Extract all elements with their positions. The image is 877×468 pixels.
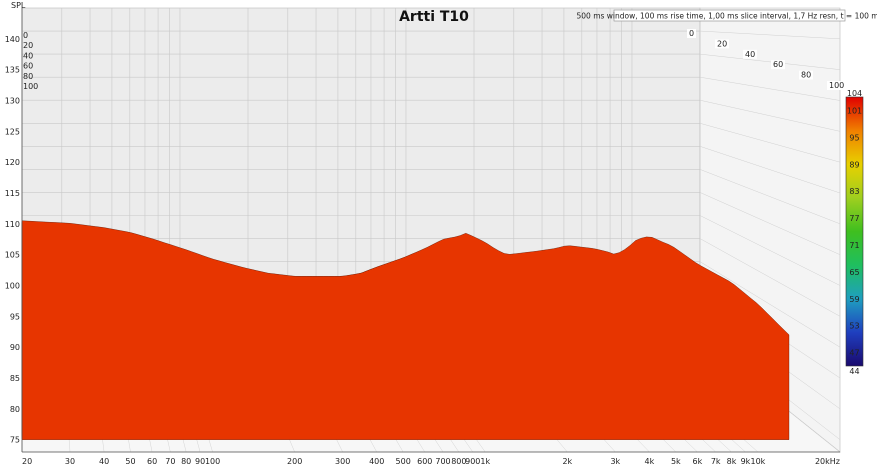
y-tick-label: 90 — [10, 343, 20, 352]
y-tick-label: 140 — [5, 35, 20, 44]
time-tick-box — [799, 70, 813, 80]
y-tick-label: 80 — [10, 405, 20, 414]
x-tick-label: 4k — [645, 457, 655, 466]
time-tick-label-left: 20 — [23, 41, 33, 50]
x-tick-label: 9k — [741, 457, 751, 466]
colorbar-tick-label: 53 — [849, 322, 859, 331]
x-tick-label: 500 — [396, 457, 411, 466]
x-tick-label: 1k — [480, 457, 490, 466]
y-axis-label: SPL — [11, 1, 26, 10]
time-tick-label-left: 80 — [23, 72, 33, 81]
y-tick-label: 95 — [10, 312, 20, 321]
time-tick-label-left: 60 — [23, 62, 33, 71]
x-tick-label: 90 — [195, 457, 205, 466]
colorbar-tick-label: 89 — [849, 160, 859, 169]
colorbar-tick-label: 104 — [847, 89, 862, 98]
x-tick-label: 100 — [205, 457, 220, 466]
y-tick-label: 100 — [5, 282, 20, 291]
time-tick-box — [687, 29, 696, 38]
colorbar-tick-label: 47 — [849, 349, 859, 358]
x-tick-label: 900 — [465, 457, 480, 466]
y-tick-label: 125 — [5, 127, 20, 136]
x-tick-label: 5k — [671, 457, 681, 466]
axes — [21, 8, 840, 453]
x-tick-label: 60 — [147, 457, 157, 466]
time-tick-label: 60 — [773, 60, 783, 69]
tick-labels: 20 30 40 50 60 70 80 90 100 200 300 400 500 600 700 800… — [5, 29, 846, 466]
y-tick-label: 75 — [10, 436, 20, 445]
colorbar-tick-label: 83 — [849, 187, 859, 196]
x-tick-label: 70 — [165, 457, 175, 466]
annotation-box — [613, 9, 846, 22]
x-tick-label: 80 — [181, 457, 191, 466]
time-tick-box — [827, 81, 846, 90]
time-tick-box — [743, 49, 757, 59]
chart-title: Artti T10 — [399, 9, 469, 25]
time-tick-label: 20 — [717, 39, 727, 48]
settings-annotation: 500 ms window, 100 ms rise time, 1,00 ms… — [577, 12, 877, 21]
y-tick-label: 120 — [5, 158, 20, 167]
time-tick-box — [715, 39, 729, 49]
x-tick-label: 3k — [610, 457, 620, 466]
colorbar: 104 101 95 89 83 77 71 65 59 53 47 44 — [845, 89, 864, 376]
x-tick-label: 7k — [711, 457, 721, 466]
time-tick-label: 80 — [801, 71, 811, 80]
colorbar-tick-label: 44 — [849, 367, 859, 376]
time-tick-label: 0 — [689, 29, 694, 38]
x-tick-label: 2k — [562, 457, 572, 466]
x-tick-label: 200 — [287, 457, 302, 466]
colorbar-tick-label: 65 — [849, 268, 859, 277]
x-tick-label: 600 — [417, 457, 432, 466]
x-tick-label: 20kHz — [815, 457, 840, 466]
colorbar-tick-label: 77 — [849, 214, 859, 223]
x-tick-label: 700 — [435, 457, 450, 466]
colorbar-tick-label: 95 — [849, 133, 859, 142]
time-tick-label-left: 100 — [23, 82, 38, 91]
colorbar-gradient — [845, 96, 864, 367]
x-tick-label: 20 — [22, 457, 32, 466]
x-tick-label: 6k — [693, 457, 703, 466]
colorbar-tick-label: 101 — [847, 106, 862, 115]
y-tick-label: 110 — [5, 220, 20, 229]
x-tick-label: 50 — [125, 457, 135, 466]
y-tick-label: 105 — [5, 251, 20, 260]
y-tick-label: 85 — [10, 374, 20, 383]
x-tick-label: 8k — [727, 457, 737, 466]
x-tick-label: 300 — [335, 457, 350, 466]
time-tick-label-left: 40 — [23, 51, 33, 60]
x-tick-label: 800 — [451, 457, 466, 466]
x-tick-label: 10k — [751, 457, 766, 466]
colorbar-tick-label: 71 — [849, 241, 859, 250]
colorbar-tick-label: 59 — [849, 295, 859, 304]
time-tick-label: 100 — [829, 81, 844, 90]
x-tick-label: 400 — [369, 457, 384, 466]
y-tick-label: 135 — [5, 66, 20, 75]
y-tick-label: 130 — [5, 97, 20, 106]
time-tick-label-left: 0 — [23, 31, 28, 40]
waterfall-slices — [21, 220, 790, 440]
y-tick-label: 115 — [5, 189, 20, 198]
time-tick-label: 40 — [745, 50, 755, 59]
x-tick-label: 40 — [99, 457, 109, 466]
x-tick-label: 30 — [65, 457, 75, 466]
time-tick-box — [771, 60, 785, 70]
